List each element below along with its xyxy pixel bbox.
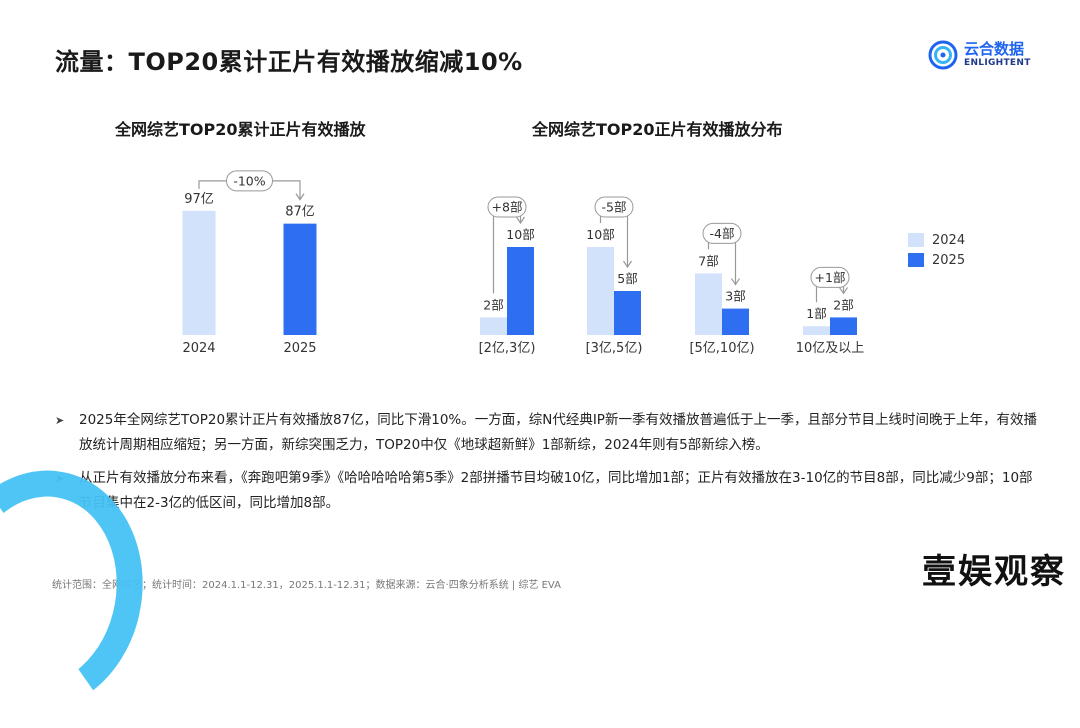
chart1-title: 全网综艺TOP20累计正片有效播放	[115, 120, 366, 139]
bar-value-label: 97亿	[184, 192, 214, 207]
legend-label-2024: 2024	[932, 232, 966, 248]
bar-2024-0	[480, 317, 507, 335]
change-badge-pill	[487, 196, 527, 218]
bar-2025	[283, 223, 317, 335]
bar-value-label: 3部	[725, 289, 745, 304]
change-arrow-icon	[839, 287, 848, 295]
bullet-item: ➤ 2025年全网综艺TOP20累计正片有效播放87亿，同比下滑10%。一方面，…	[55, 408, 1045, 458]
brand-logo: 云合数据 ENLIGHTENT	[928, 40, 1031, 70]
bar-value-label: 87亿	[285, 205, 315, 220]
page-title: 流量：TOP20累计正片有效播放缩减10%	[55, 48, 523, 76]
bar-2025-2	[722, 308, 749, 335]
bar-2025-1	[614, 291, 641, 335]
change-badge-pill	[810, 266, 850, 288]
legend-label-2025: 2025	[932, 252, 966, 268]
bar-value-label: 7部	[698, 253, 718, 268]
summary-bullets: ➤ 2025年全网综艺TOP20累计正片有效播放87亿，同比下滑10%。一方面，…	[55, 408, 1045, 524]
x-tick-label: 10亿及以上	[796, 341, 865, 356]
chart2-title: 全网综艺TOP20正片有效播放分布	[532, 120, 783, 139]
x-tick-label: [2亿,3亿)	[479, 341, 536, 356]
legend-swatch-2024	[908, 233, 924, 247]
change-arrow-icon	[516, 216, 525, 225]
logo-cn-text: 云合数据	[964, 40, 1025, 58]
footnote: 统计范围：全网综艺；统计时间：2024.1.1-12.31，2025.1.1-1…	[52, 580, 561, 591]
x-tick-label: [5亿,10亿)	[689, 341, 754, 356]
x-tick-label: 2025	[283, 341, 316, 356]
change-badge-label: -5部	[602, 200, 627, 215]
logo-icon	[928, 40, 958, 70]
bar-2025-3	[830, 317, 857, 335]
change-arrow-icon	[295, 193, 305, 201]
bar-2024-1	[587, 247, 614, 335]
chart2-legend: 2024 2025	[908, 230, 965, 270]
change-badge-pill	[702, 222, 742, 244]
bullet-item: ➤ 从正片有效播放分布来看，《奔跑吧第9季》《哈哈哈哈哈第5季》2部拼播节目均破…	[55, 466, 1045, 516]
legend-item-2025: 2025	[908, 250, 965, 270]
bar-value-label: 2部	[483, 297, 503, 312]
bar-2024-2	[695, 273, 722, 335]
change-badge-label: +1部	[815, 270, 846, 285]
watermark: 壹娱观察	[922, 552, 1066, 592]
bullet-text: 从正片有效播放分布来看，《奔跑吧第9季》《哈哈哈哈哈第5季》2部拼播节目均破10…	[79, 470, 1033, 511]
bullet-text: 2025年全网综艺TOP20累计正片有效播放87亿，同比下滑10%。一方面，综N…	[79, 412, 1037, 453]
change-badge-label: -4部	[710, 226, 735, 241]
bullet-arrow-icon: ➤	[55, 414, 65, 427]
bar-2025-0	[507, 247, 534, 335]
legend-item-2024: 2024	[908, 230, 965, 250]
charts-canvas: 97亿 2024 87亿 2025 -10% 2部 10部 [2亿,3亿) +8部 10部 5部 [3…	[182, 170, 865, 356]
change-arrow-icon	[731, 278, 740, 286]
bar-2024	[182, 210, 216, 335]
logo-en-text: ENLIGHTENT	[964, 58, 1031, 68]
bar-value-label: 2部	[833, 297, 853, 312]
bar-value-label: 10部	[586, 227, 614, 242]
x-tick-label: [3亿,5亿)	[586, 341, 643, 356]
change-arrow-icon	[623, 260, 632, 269]
bar-value-label: 5部	[617, 271, 637, 286]
change-badge-pill	[594, 196, 634, 218]
bullet-arrow-icon: ➤	[55, 472, 65, 485]
legend-swatch-2025	[908, 253, 924, 267]
bar-2024-3	[803, 326, 830, 335]
bar-value-label: 1部	[806, 306, 826, 321]
change-badge-label: +8部	[492, 200, 523, 215]
change-badge-label: -10%	[233, 173, 265, 188]
x-tick-label: 2024	[182, 341, 215, 356]
bar-value-label: 10部	[506, 227, 534, 242]
change-badge-pill	[226, 170, 273, 192]
